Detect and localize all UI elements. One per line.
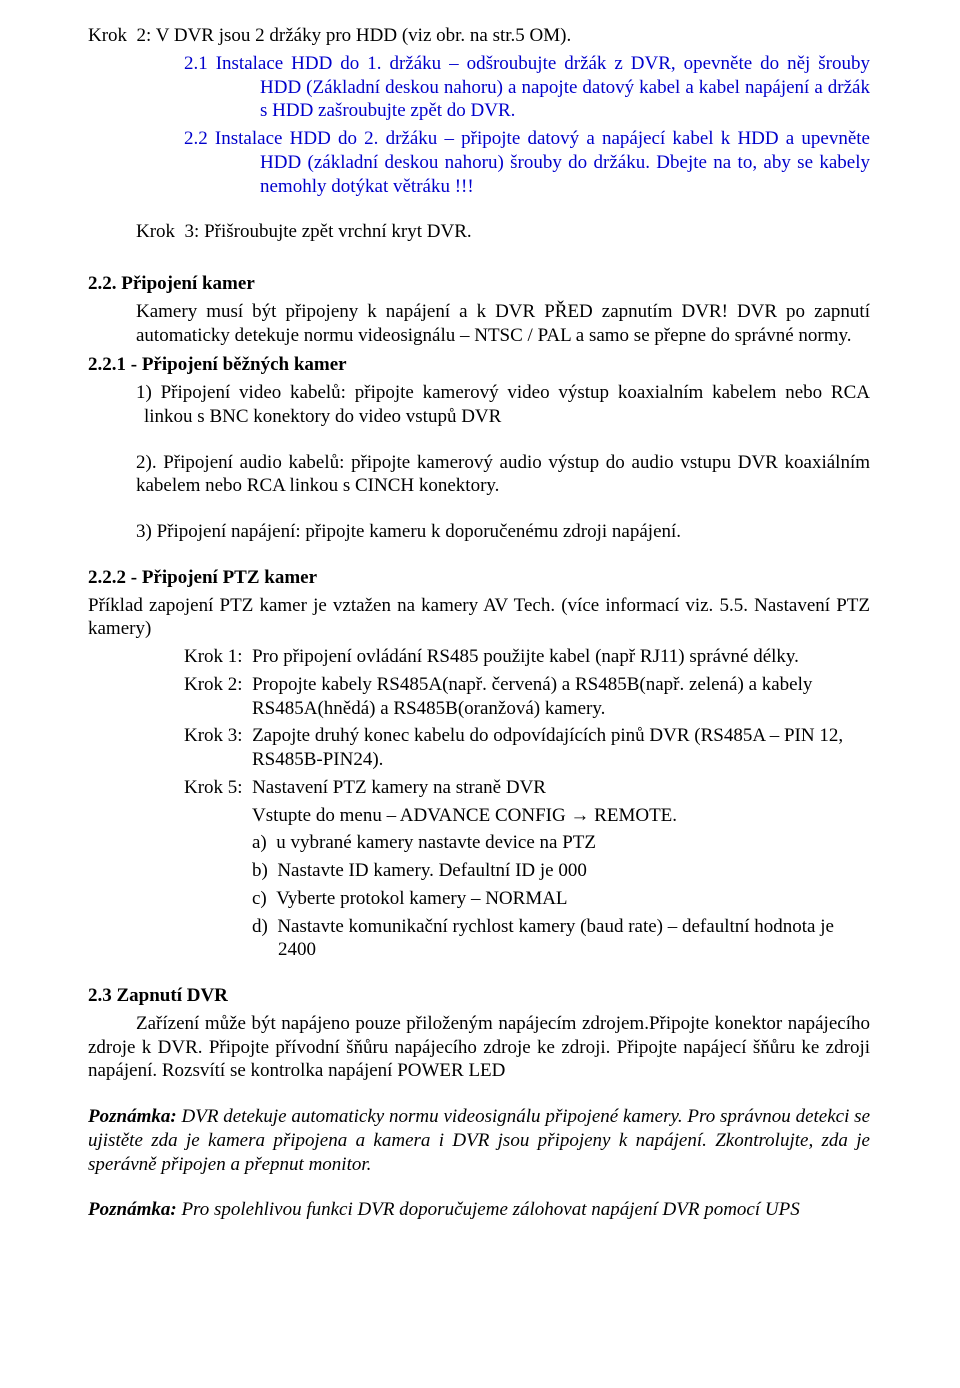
ptz-item-d: d) Nastavte komunikační rychlost kamery …: [252, 915, 870, 963]
section-23-title: 2.3 Zapnutí DVR: [88, 984, 870, 1008]
section-22-p1: Kamery musí být připojeny k napájení a k…: [136, 300, 870, 348]
krok3-line: Krok 3: Přišroubujte zpět vrchní kryt DV…: [136, 220, 870, 244]
note1-text: DVR detekuje automaticky normu videosign…: [88, 1106, 870, 1175]
krok2-line2: 2.1 Instalace HDD do 1. držáku – odšroub…: [184, 52, 870, 123]
ptz-krok3: Krok 3: Zapojte druhý konec kabelu do od…: [184, 724, 870, 772]
note1: Poznámka: DVR detekuje automaticky normu…: [88, 1105, 870, 1176]
krok2-link: 2.1 Instalace HDD do 1. držáku – odšroub…: [184, 53, 870, 122]
krok2-line1: Krok 2: V DVR jsou 2 držáky pro HDD (viz…: [88, 24, 870, 48]
ptz-krok2: Krok 2: Propojte kabely RS485A(např. čer…: [184, 673, 870, 721]
section-221-title: 2.2.1 - Připojení běžných kamer: [88, 353, 870, 377]
section-23-p1: Zařízení může být napájeno pouze přilože…: [88, 1012, 870, 1083]
note2-text: Pro spolehlivou funkci DVR doporučujeme …: [177, 1199, 800, 1220]
ptz-item-c: c) Vyberte protokol kamery – NORMAL: [252, 887, 870, 911]
ptz-item-a: a) u vybrané kamery nastavte device na P…: [252, 831, 870, 855]
note1-label: Poznámka:: [88, 1106, 177, 1127]
section-22-title: 2.2. Připojení kamer: [88, 272, 870, 296]
ptz-krok1: Krok 1: Pro připojení ovládání RS485 pou…: [184, 645, 870, 669]
ptz-item-b: b) Nastavte ID kamery. Defaultní ID je 0…: [252, 859, 870, 883]
krok2-link2: 2.2 Instalace HDD do 2. držáku – připojt…: [184, 128, 870, 197]
section-221-p2: 2). Připojení audio kabelů: připojte kam…: [136, 451, 870, 499]
ptz-krok5b: Vstupte do menu – ADVANCE CONFIG → REMOT…: [252, 804, 870, 828]
section-222-title: 2.2.2 - Připojení PTZ kamer: [88, 566, 870, 590]
krok2-line3: 2.2 Instalace HDD do 2. držáku – připojt…: [184, 127, 870, 198]
ptz-krok5a: Krok 5: Nastavení PTZ kamery na straně D…: [184, 776, 870, 800]
section-222-intro: Příklad zapojení PTZ kamer je vztažen na…: [88, 594, 870, 642]
section-221-p1: 1) Připojení video kabelů: připojte kame…: [88, 381, 870, 429]
section-221-p3: 3) Připojení napájení: připojte kameru k…: [136, 520, 870, 544]
note2: Poznámka: Pro spolehlivou funkci DVR dop…: [88, 1198, 870, 1222]
note2-label: Poznámka:: [88, 1199, 177, 1220]
